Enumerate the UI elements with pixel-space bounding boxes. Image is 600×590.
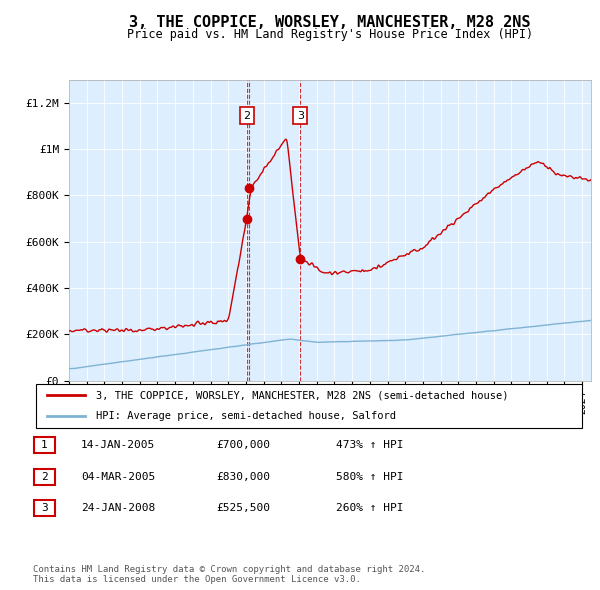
Text: HPI: Average price, semi-detached house, Salford: HPI: Average price, semi-detached house,… [96,411,396,421]
Text: Price paid vs. HM Land Registry's House Price Index (HPI): Price paid vs. HM Land Registry's House … [127,28,533,41]
Text: 2: 2 [243,110,250,120]
Text: 1: 1 [41,441,48,450]
Text: 3, THE COPPICE, WORSLEY, MANCHESTER, M28 2NS (semi-detached house): 3, THE COPPICE, WORSLEY, MANCHESTER, M28… [96,391,509,401]
Text: 14-JAN-2005: 14-JAN-2005 [81,441,155,450]
Text: 2: 2 [41,472,48,481]
Text: 3, THE COPPICE, WORSLEY, MANCHESTER, M28 2NS: 3, THE COPPICE, WORSLEY, MANCHESTER, M28… [129,15,531,30]
Text: 580% ↑ HPI: 580% ↑ HPI [336,472,404,481]
Text: 260% ↑ HPI: 260% ↑ HPI [336,503,404,513]
Text: 3: 3 [297,110,304,120]
Text: Contains HM Land Registry data © Crown copyright and database right 2024.
This d: Contains HM Land Registry data © Crown c… [33,565,425,584]
FancyBboxPatch shape [34,438,55,454]
Text: £830,000: £830,000 [216,472,270,481]
Text: 24-JAN-2008: 24-JAN-2008 [81,503,155,513]
FancyBboxPatch shape [34,468,55,485]
Text: 3: 3 [41,503,48,513]
Text: £700,000: £700,000 [216,441,270,450]
FancyBboxPatch shape [36,384,582,428]
FancyBboxPatch shape [34,500,55,516]
Text: 473% ↑ HPI: 473% ↑ HPI [336,441,404,450]
Text: £525,500: £525,500 [216,503,270,513]
Text: 04-MAR-2005: 04-MAR-2005 [81,472,155,481]
